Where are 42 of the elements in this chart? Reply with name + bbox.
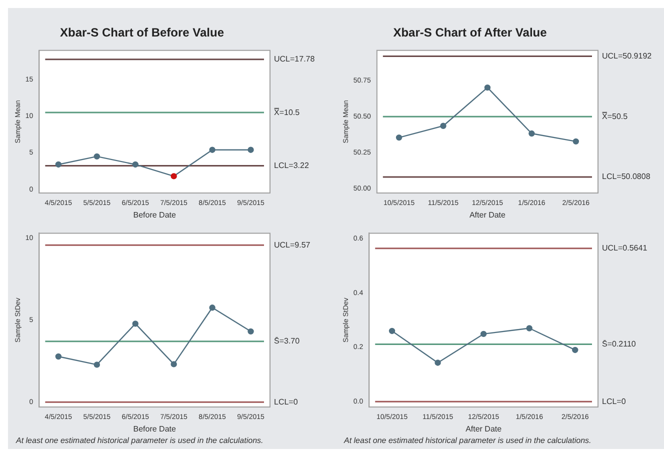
- x-axis-title: After Date: [466, 424, 502, 434]
- point: [434, 360, 441, 366]
- point: [55, 353, 62, 360]
- point: [94, 362, 100, 368]
- point: [572, 346, 578, 354]
- text: At least one estimated historical parameter is used in the calculations.: [14, 436, 264, 445]
- point: [388, 328, 396, 334]
- text: At least one estimated historical parameter is used in the calculations.: [342, 436, 592, 445]
- ref-line-label: UCL=17.78: [274, 54, 316, 64]
- point: [132, 161, 138, 168]
- ref-line-label: UCL=9.57: [274, 240, 311, 250]
- point: [170, 361, 177, 368]
- x-axis-title: Before Date: [133, 424, 176, 434]
- point: [528, 130, 535, 137]
- ref-line-label: X̿=50.5: [602, 110, 628, 121]
- point: [248, 146, 254, 153]
- point: [526, 325, 532, 332]
- point: [480, 330, 487, 338]
- chart-title: Xbar-S Chart of After Value: [393, 26, 548, 40]
- point: [170, 173, 177, 180]
- point: [55, 161, 62, 168]
- ref-line-label: S̄=3.70: [274, 336, 300, 346]
- ref-line-label: UCL=50.9192: [602, 51, 652, 60]
- ref-line-label: UCL=0.5641: [602, 244, 648, 253]
- x-axis-title: After Date: [469, 210, 506, 220]
- point: [440, 122, 446, 129]
- point: [94, 153, 100, 160]
- ref-line-label: LCL=0: [274, 397, 298, 406]
- chart-title: Xbar-S Chart of Before Value: [60, 26, 224, 40]
- point: [209, 304, 216, 311]
- ref-line-label: X̿=10.5: [274, 106, 300, 117]
- point: [248, 328, 254, 335]
- ref-line-label: S̄=0.2110: [602, 339, 636, 348]
- x-axis-title: Before Date: [133, 210, 176, 220]
- ref-line-label: LCL=3.22: [274, 161, 310, 170]
- ref-line-label: LCL=50.0808: [602, 172, 651, 182]
- ref-line-label: LCL=0: [602, 396, 626, 406]
- point: [572, 138, 579, 145]
- point: [209, 146, 216, 153]
- point: [396, 134, 402, 141]
- point: [132, 320, 138, 327]
- point: [484, 84, 491, 91]
